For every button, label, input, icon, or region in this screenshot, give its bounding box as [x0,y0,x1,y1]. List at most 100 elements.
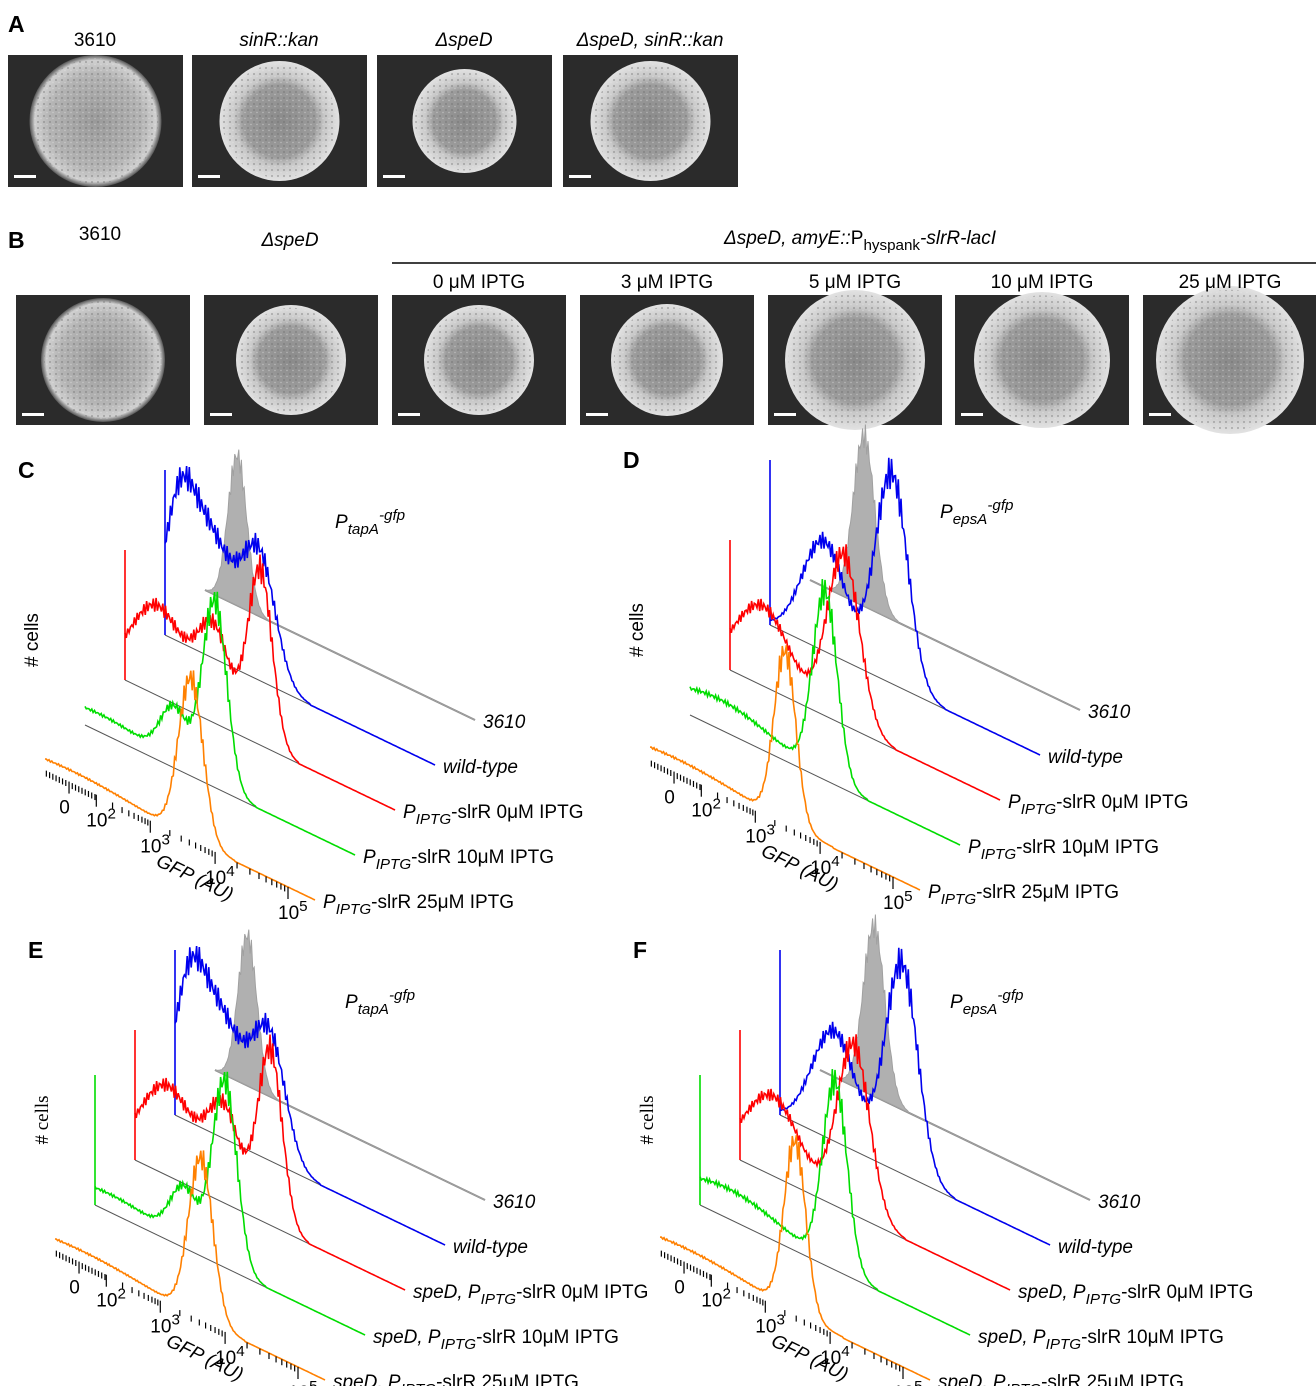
text-part: P [851,228,864,249]
text-part: -slrR-lacI [920,228,997,249]
histogram-curve [769,457,1041,756]
strain-label: 3610 [74,30,116,51]
colony-texture [1159,289,1301,431]
panel-letter: A [8,11,25,37]
text-part: 2 [107,806,115,823]
reporter-label: PepsA-gfp [940,497,1013,528]
text-part: wild-type [443,757,518,778]
colony-texture [44,301,162,419]
text-part: 10 [150,1317,171,1338]
text-part: 0 [674,1278,685,1299]
histogram-curve [699,1069,971,1336]
text-part: 5 [299,898,307,915]
text-part: IPTG [1086,1291,1122,1308]
text-part: -slrR 0μM IPTG [516,1282,648,1303]
text-part: 0 [664,788,675,809]
text-part: IPTG [1046,1336,1082,1353]
text-part: 0 [69,1278,80,1299]
text-part: 10 [278,903,299,924]
histogram-curve [134,1034,406,1291]
text-part: 3 [776,1312,784,1329]
x-tick-label: 103 [150,1312,180,1338]
text-part: 10 [893,1383,914,1386]
strain-label: ΔspeD [434,30,492,51]
text-part: 4 [236,1343,244,1360]
legend-label: 3610 [1088,702,1131,723]
legend-label: wild-type [1048,747,1123,768]
text-part: 0 [59,798,70,819]
x-tick-label: 0 [69,1278,80,1299]
colony-texture [32,58,159,184]
colony-texture [415,71,514,171]
colony-texture [238,307,344,413]
text-part: P [950,992,963,1013]
colony-texture [426,307,532,413]
text-part: IPTG [336,901,372,918]
legend-label: speD, PIPTG-slrR 0μM IPTG [1018,1282,1253,1308]
text-part: epsA [953,511,988,528]
text-part: 4 [831,853,839,870]
text-part: ΔspeD, amyE:: [723,228,851,249]
text-part: 2 [117,1286,125,1303]
scale-bar [586,413,608,416]
text-part: P [363,847,376,868]
histogram-curve [174,946,446,1246]
text-part: P [1008,792,1021,813]
legend-label: speD, PIPTG-slrR 0μM IPTG [413,1282,648,1308]
text-part: IPTG [941,891,977,908]
text-part: 5 [904,888,912,905]
text-part: IPTG [1006,1381,1042,1386]
x-tick-label: 104 [810,853,840,879]
histogram-curve [779,947,1051,1246]
text-part: P [1033,1327,1046,1348]
text-part: 3610 [493,1192,536,1213]
scale-bar [569,175,591,178]
text-part: wild-type [1048,747,1123,768]
text-part: 2 [722,1286,730,1303]
text-part: -gfp [379,507,405,524]
text-part: 3610 [1088,702,1131,723]
reporter-label: PtapA-gfp [335,507,405,538]
scale-bar [383,175,405,178]
text-part: P [968,837,981,858]
text-part: epsA [963,1001,998,1018]
text-part: P [428,1327,441,1348]
reporter-label: PepsA-gfp [950,987,1023,1018]
scale-bar [1149,413,1171,416]
text-part: P [335,512,348,533]
y-axis-label: # cells [32,1095,53,1144]
histogram-curve [649,645,921,891]
panel-letter: B [8,227,25,253]
colony-texture [788,293,922,427]
text-part: IPTG [1021,801,1057,818]
text-part: 10 [745,827,766,848]
x-tick-label: 102 [691,796,721,822]
scale-bar [961,413,983,416]
text-part: P [323,892,336,913]
scale-bar [198,175,220,178]
legend-label: 3610 [483,712,526,733]
condition-label: 0 μM IPTG [433,272,525,293]
x-tick-label: 0 [674,1278,685,1299]
y-axis-label: # cells [22,613,43,667]
text-part: -slrR 10μM IPTG [1016,837,1159,858]
reference-histogram [214,929,486,1201]
text-part: -slrR 10μM IPTG [1081,1327,1224,1348]
text-part: 4 [226,863,234,880]
condition-label: 3 μM IPTG [621,272,713,293]
text-part: 10 [883,893,904,914]
text-part: IPTG [376,856,412,873]
text-part: P [940,502,953,523]
legend-label: 3610 [1098,1192,1141,1213]
text-part: 10 [701,1291,722,1312]
colony-texture [613,306,721,414]
x-tick-label: 105 [288,1378,318,1386]
text-part: speD, [333,1372,388,1386]
text-part: -gfp [987,497,1013,514]
panel-letter: F [633,937,647,963]
histogram-curve [659,1135,931,1381]
text-part: 10 [288,1383,309,1386]
histogram-curve [84,591,356,856]
x-tick-label: 103 [140,832,170,858]
